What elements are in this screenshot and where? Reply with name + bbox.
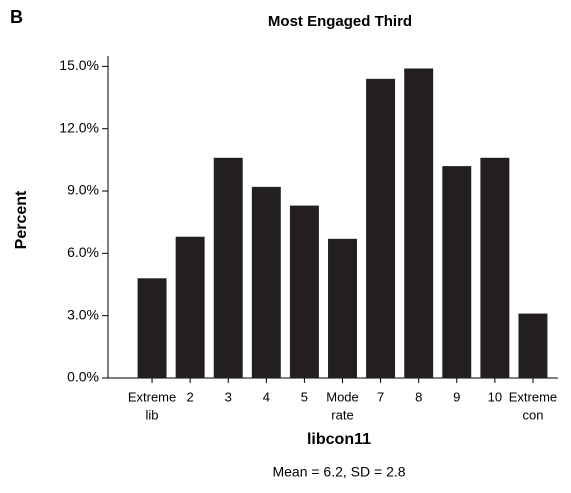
bar — [175, 236, 205, 378]
subtitle: Mean = 6.2, SD = 2.8 — [272, 464, 405, 480]
x-tick-label: 2 — [187, 389, 194, 404]
panel-label: B — [10, 7, 23, 27]
y-tick-label: 6.0% — [67, 244, 99, 260]
x-tick-label: 5 — [301, 389, 308, 404]
bar — [251, 186, 281, 378]
x-tick-label: 4 — [263, 389, 270, 404]
bar — [480, 157, 510, 378]
x-axis-label: libcon11 — [307, 431, 371, 448]
bar — [518, 313, 548, 378]
bar — [328, 238, 357, 378]
x-tick-label: 8 — [415, 389, 422, 404]
x-tick-label: 7 — [377, 389, 384, 404]
x-tick-label: 10 — [488, 389, 502, 404]
bar — [289, 205, 319, 378]
x-tick-label: Extreme — [509, 389, 557, 404]
y-tick-label: 0.0% — [67, 369, 99, 385]
bar — [366, 78, 396, 378]
y-tick-label: 15.0% — [59, 57, 99, 73]
x-tick-label: 9 — [453, 389, 460, 404]
x-tick-label: Mode — [326, 389, 359, 404]
chart-title: Most Engaged Third — [268, 13, 412, 30]
bar — [137, 278, 167, 378]
y-tick-label: 9.0% — [67, 182, 99, 198]
x-tick-label: Extreme — [128, 389, 176, 404]
y-tick-label: 12.0% — [59, 119, 99, 135]
y-axis-label: Percent — [13, 190, 30, 249]
bar — [213, 157, 243, 378]
x-tick-label: rate — [331, 407, 353, 422]
x-tick-label: 3 — [225, 389, 232, 404]
x-tick-label: con — [522, 407, 543, 422]
x-tick-label: lib — [146, 407, 159, 422]
bar — [442, 166, 472, 378]
y-tick-label: 3.0% — [67, 306, 99, 322]
bar — [404, 68, 434, 379]
